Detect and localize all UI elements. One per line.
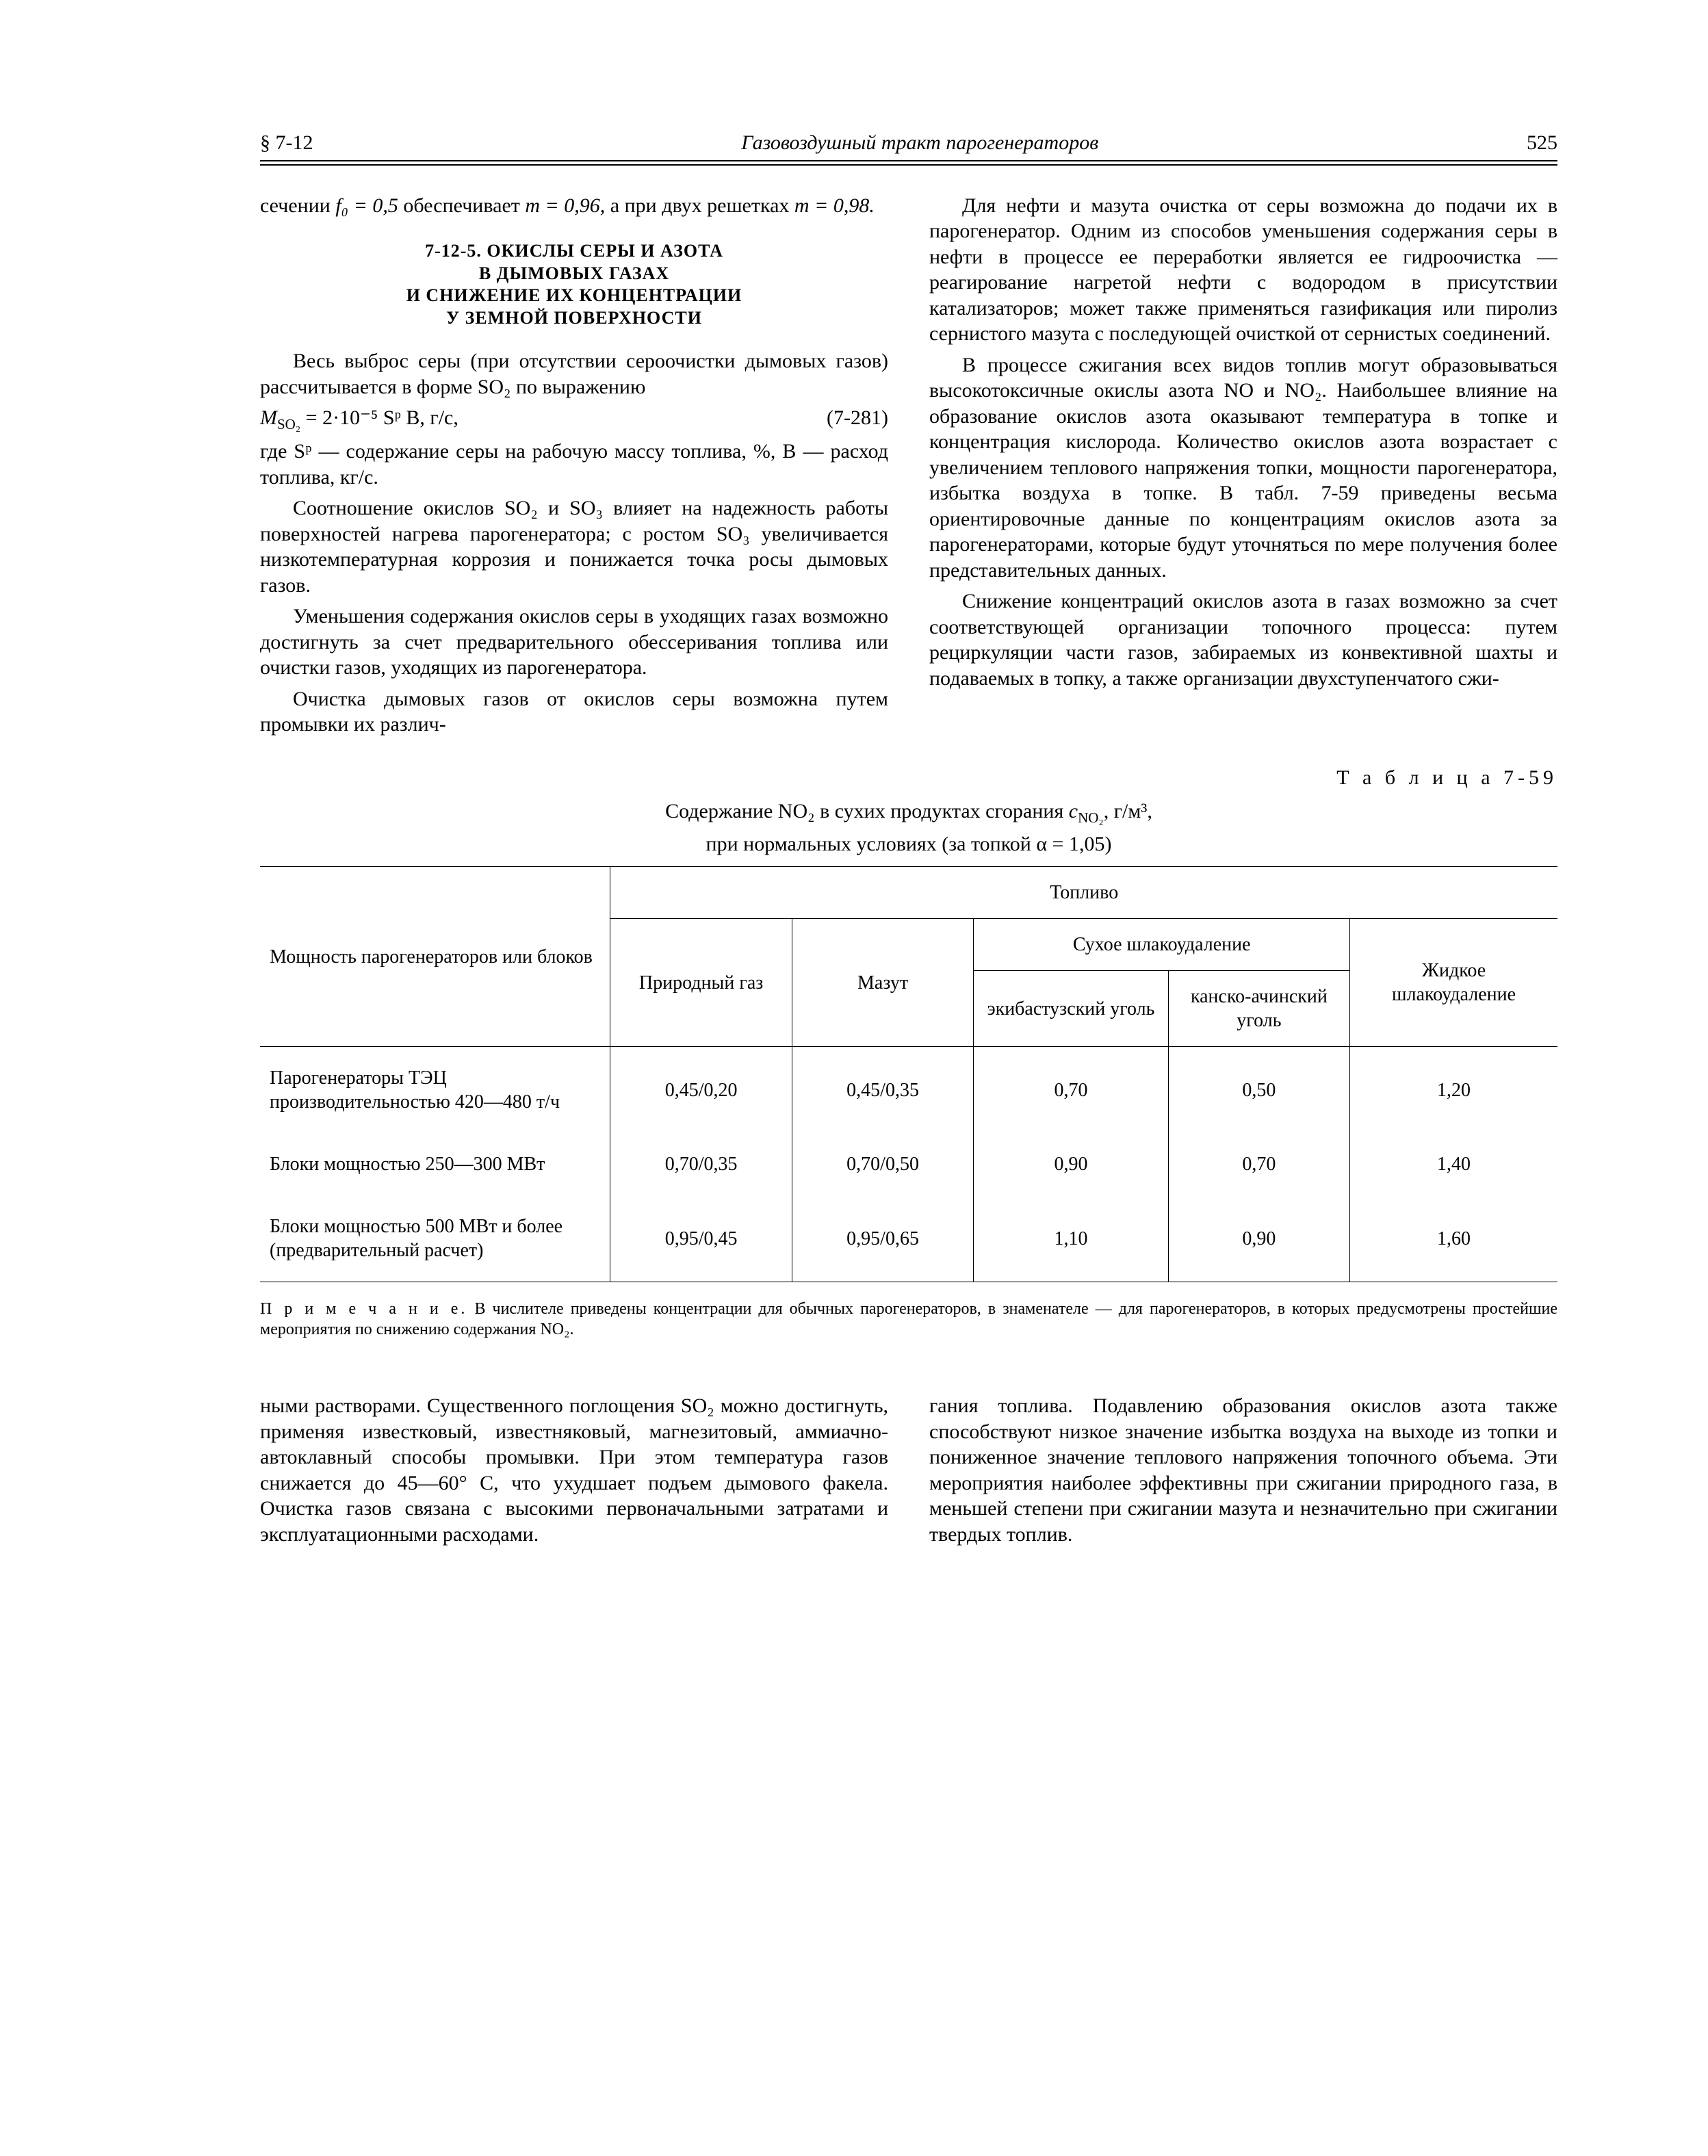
paragraph: ными растворами. Существенного поглощени… xyxy=(260,1393,888,1547)
equation-number: (7-281) xyxy=(827,405,888,431)
data-table: Мощность парогенераторов или блоков Топл… xyxy=(260,866,1557,1282)
cell: 0,90 xyxy=(974,1133,1168,1195)
paragraph: Весь выброс серы (при отсутствии сероочи… xyxy=(260,348,888,400)
col-header: Жидкое шлакоудаление xyxy=(1350,919,1557,1047)
text: сечении xyxy=(260,194,335,217)
cell: 0,45/0,35 xyxy=(792,1047,973,1134)
table-row: Парогенераторы ТЭЦ производительностью 4… xyxy=(260,1047,1557,1134)
heading-line: У ЗЕМНОЙ ПОВЕРХНОСТИ xyxy=(260,307,888,330)
table-footnote: П р и м е ч а н и е. В числителе приведе… xyxy=(260,1299,1557,1340)
cell: 0,90 xyxy=(1168,1195,1349,1282)
paragraph: Снижение концентраций окислов азота в га… xyxy=(929,588,1557,691)
cell: 0,95/0,65 xyxy=(792,1195,973,1282)
cell: 1,20 xyxy=(1350,1047,1557,1134)
col-header: экибастузский уголь xyxy=(974,971,1168,1047)
equation: MSO₂ = 2·10⁻⁵ Sᵖ B, г/с, (7-281) xyxy=(260,405,888,433)
col-header: канско-ачинский уголь xyxy=(1168,971,1349,1047)
page-number: 525 xyxy=(1527,130,1557,156)
math: c xyxy=(1069,800,1078,822)
header-rule xyxy=(260,164,1557,166)
cell: 1,60 xyxy=(1350,1195,1557,1282)
paragraph: Очистка дымовых газов от окислов серы во… xyxy=(260,686,888,738)
section-label: § 7-12 xyxy=(260,130,313,156)
cell: 0,70/0,35 xyxy=(610,1133,792,1195)
section-heading: 7-12-5. ОКИСЛЫ СЕРЫ И АЗОТА В ДЫМОВЫХ ГА… xyxy=(260,240,888,329)
paragraph: Уменьшения содержания окислов серы в ухо… xyxy=(260,603,888,681)
col-header: Топливо xyxy=(610,867,1557,919)
upper-columns: сечении f₀ = 0,5 обеспечивает m = 0,96, … xyxy=(260,193,1557,738)
cell: 1,10 xyxy=(974,1195,1168,1282)
col-header: Природный газ xyxy=(610,919,792,1047)
heading-line: В ДЫМОВЫХ ГАЗАХ xyxy=(260,263,888,285)
footnote-lead: П р и м е ч а н и е. xyxy=(260,1300,467,1318)
row-label: Парогенераторы ТЭЦ производительностью 4… xyxy=(260,1047,610,1134)
cell: 0,95/0,45 xyxy=(610,1195,792,1282)
table-label: Т а б л и ц а 7-59 xyxy=(260,765,1557,791)
cell: 0,70 xyxy=(1168,1133,1349,1195)
paragraph: гания топлива. Подавлению образования ок… xyxy=(929,1393,1557,1547)
table-row: Блоки мощностью 500 МВт и более (предвар… xyxy=(260,1195,1557,1282)
text: Содержание NO₂ в сухих продуктах сгорани… xyxy=(665,800,1069,822)
cell: 0,45/0,20 xyxy=(610,1047,792,1134)
col-header: Мощность парогенераторов или блоков xyxy=(260,867,610,1047)
table-subtitle: при нормальных условиях (за топкой α = 1… xyxy=(260,831,1557,857)
text: , г/м³, xyxy=(1104,800,1152,822)
running-header: § 7-12 Газовоздушный тракт парогенератор… xyxy=(260,130,1557,161)
cell: 1,40 xyxy=(1350,1133,1557,1195)
text: а при двух решетках xyxy=(610,194,794,217)
math: = 2·10⁻⁵ Sᵖ B, г/с, xyxy=(300,406,458,429)
text: обеспечивает xyxy=(403,194,525,217)
math: f₀ = 0,5 xyxy=(335,194,398,217)
cell: 0,70/0,50 xyxy=(792,1133,973,1195)
math-sub: SO₂ xyxy=(277,416,300,432)
paragraph: В процессе сжигания всех видов топлив мо… xyxy=(929,352,1557,584)
running-title: Газовоздушный тракт парогенераторов xyxy=(313,130,1527,156)
row-label: Блоки мощностью 500 МВт и более (предвар… xyxy=(260,1195,610,1282)
col-header: Сухое шлакоудаление xyxy=(974,919,1350,971)
paragraph: Для нефти и мазута очистка от серы возмо… xyxy=(929,193,1557,347)
math: M xyxy=(260,406,277,429)
paragraph: Соотношение окислов SO₂ и SO₃ влияет на … xyxy=(260,495,888,598)
table-title: Содержание NO₂ в сухих продуктах сгорани… xyxy=(260,798,1557,827)
lower-columns: ными растворами. Существенного поглощени… xyxy=(260,1393,1557,1553)
paragraph: сечении f₀ = 0,5 обеспечивает m = 0,96, … xyxy=(260,193,888,219)
cell: 0,70 xyxy=(974,1047,1168,1134)
heading-line: 7-12-5. ОКИСЛЫ СЕРЫ И АЗОТА xyxy=(260,240,888,263)
heading-line: И СНИЖЕНИЕ ИХ КОНЦЕНТРАЦИИ xyxy=(260,285,888,307)
table-row: Блоки мощностью 250—300 МВт 0,70/0,35 0,… xyxy=(260,1133,1557,1195)
math: m = 0,98. xyxy=(794,194,875,217)
cell: 0,50 xyxy=(1168,1047,1349,1134)
paragraph: где Sᵖ — содержание серы на рабочую масс… xyxy=(260,439,888,490)
row-label: Блоки мощностью 250—300 МВт xyxy=(260,1133,610,1195)
math: m = 0,96, xyxy=(525,194,605,217)
math-sub: NO₂ xyxy=(1078,809,1104,826)
col-header: Мазут xyxy=(792,919,973,1047)
